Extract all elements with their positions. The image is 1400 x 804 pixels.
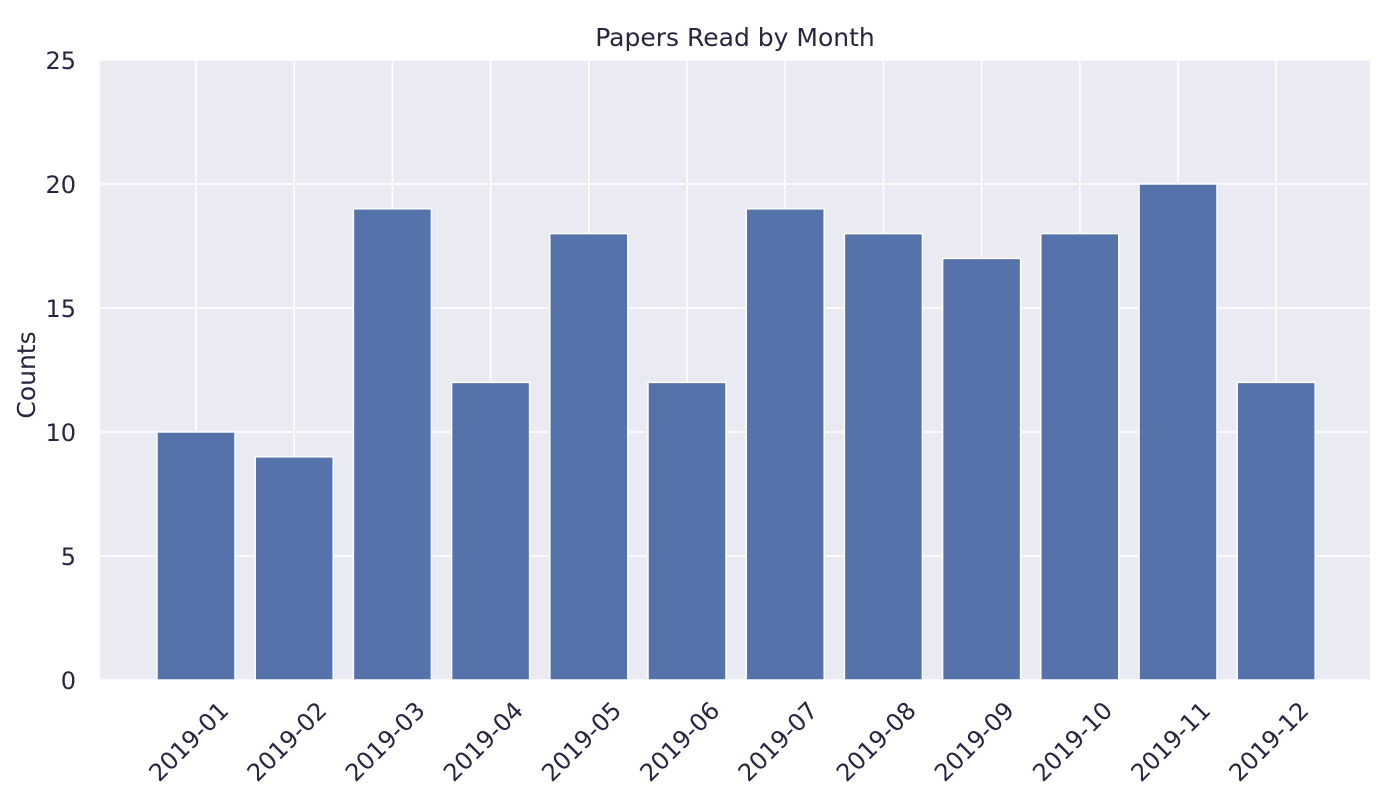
x-tick-label: 2019-01 xyxy=(144,696,235,787)
y-tick-label: 10 xyxy=(45,419,76,447)
x-tick-label: 2019-08 xyxy=(831,696,922,787)
x-tick-label: 2019-04 xyxy=(438,696,529,787)
bar-2019-09 xyxy=(941,257,1022,681)
bars xyxy=(156,183,1316,681)
bar-2019-05 xyxy=(549,232,629,681)
y-tick-label: 20 xyxy=(45,171,76,199)
x-tick-label: 2019-11 xyxy=(1126,696,1217,787)
y-tick-label: 5 xyxy=(61,543,76,571)
bar-2019-01 xyxy=(156,431,236,681)
bar-2019-03 xyxy=(352,208,433,681)
y-tick-label: 0 xyxy=(61,667,76,695)
bar-2019-06 xyxy=(647,381,727,681)
x-tick-label: 2019-05 xyxy=(536,696,627,787)
y-axis-ticks: 0 5 10 15 20 25 xyxy=(45,47,76,695)
bar-2019-10 xyxy=(1040,232,1120,681)
bar-2019-12 xyxy=(1236,381,1316,681)
chart-title: Papers Read by Month xyxy=(595,23,875,52)
x-axis-ticks: 2019-01 2019-02 2019-03 2019-04 2019-05 2019-… xyxy=(144,696,1315,787)
x-tick-label: 2019-06 xyxy=(635,696,726,787)
y-tick-label: 15 xyxy=(45,295,76,323)
bar-2019-08 xyxy=(843,232,924,681)
bar-2019-07 xyxy=(745,208,825,681)
x-tick-label: 2019-10 xyxy=(1027,696,1118,787)
x-tick-label: 2019-02 xyxy=(242,696,333,787)
x-tick-label: 2019-03 xyxy=(340,696,431,787)
bar-2019-11 xyxy=(1138,183,1218,681)
bar-2019-04 xyxy=(450,381,531,681)
x-tick-label: 2019-07 xyxy=(733,696,824,787)
x-tick-label: 2019-12 xyxy=(1224,696,1315,787)
y-tick-label: 25 xyxy=(45,47,76,75)
bar-2019-02 xyxy=(254,456,334,681)
x-tick-label: 2019-09 xyxy=(929,696,1020,787)
y-axis-label: Counts xyxy=(12,331,41,418)
